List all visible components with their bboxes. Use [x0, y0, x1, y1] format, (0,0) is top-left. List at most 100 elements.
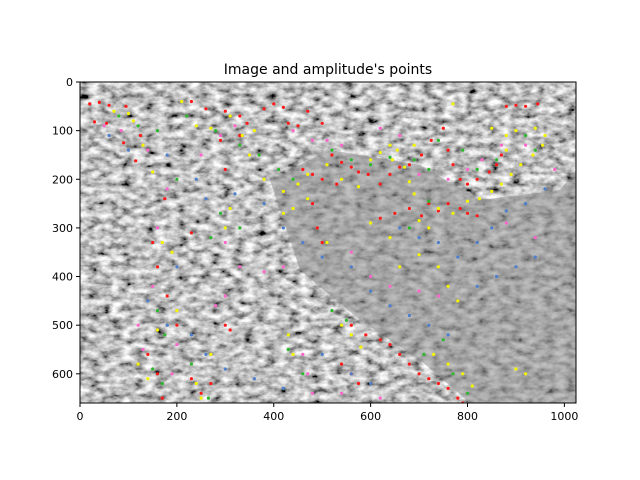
scatter-point [446, 177, 450, 181]
scatter-point [422, 352, 426, 356]
scatter-point [199, 396, 203, 400]
scatter-point [189, 333, 193, 337]
scatter-point [349, 372, 353, 376]
scatter-point [136, 362, 140, 366]
scatter-point [417, 289, 421, 293]
scatter-point [119, 129, 123, 133]
scatter-point [88, 102, 92, 106]
scatter-point [126, 148, 130, 152]
scatter-point [296, 182, 300, 186]
scatter-point [223, 226, 227, 230]
scatter-point [407, 362, 411, 366]
scatter-point [475, 284, 479, 288]
scatter-point [175, 265, 179, 269]
chart-title: Image and amplitude's points [224, 62, 432, 78]
scatter-point [117, 114, 121, 118]
scatter-point [388, 172, 392, 176]
scatter-point [436, 240, 440, 245]
scatter-point [417, 236, 421, 240]
scatter-point [141, 143, 145, 147]
scatter-point [495, 163, 499, 167]
scatter-point [281, 105, 285, 109]
scatter-point [340, 160, 344, 164]
scatter-marks [88, 99, 557, 403]
scatter-point [504, 221, 508, 225]
scatter-point [407, 206, 411, 211]
scatter-point [487, 170, 491, 174]
scatter-point [499, 143, 503, 147]
scatter-point [369, 289, 373, 293]
scatter-point [209, 236, 213, 240]
scatter-point [165, 187, 169, 191]
scatter-point [325, 163, 329, 167]
scatter-point [281, 189, 285, 193]
scatter-point [204, 352, 208, 356]
scatter-point [194, 124, 198, 128]
scatter-point [146, 352, 150, 356]
scatter-point [369, 158, 373, 162]
scatter-point [504, 209, 508, 213]
scatter-point [349, 165, 353, 169]
scatter-point [451, 211, 455, 215]
y-axis: 0 100 200 300 400 500 600 [52, 76, 80, 381]
scatter-point [533, 126, 537, 130]
scatter-point [417, 219, 421, 223]
scatter-point [233, 192, 237, 196]
x-axis: 0 200 400 600 800 1000 [77, 403, 578, 423]
scatter-point [315, 226, 319, 230]
y-tick-label: 0 [66, 76, 73, 89]
scatter-point [151, 240, 155, 245]
y-tick-label: 100 [52, 125, 73, 138]
scatter-point [223, 323, 227, 327]
scatter-point [325, 138, 329, 142]
scatter-point [461, 372, 465, 376]
scatter-point [369, 274, 373, 279]
scatter-point [393, 211, 397, 215]
scatter-point [160, 396, 164, 400]
scatter-point [390, 158, 394, 162]
scatter-point [105, 121, 109, 125]
scatter-point [395, 148, 399, 152]
scatter-point [419, 153, 424, 157]
scatter-point [209, 381, 213, 386]
scatter-point [262, 107, 266, 111]
scatter-point [480, 158, 484, 162]
scatter-point [398, 265, 402, 269]
scatter-point [320, 255, 324, 259]
scatter-point [458, 177, 462, 181]
scatter-point [151, 367, 155, 371]
scatter-point [451, 163, 455, 167]
scatter-point [436, 381, 440, 386]
scatter-point [306, 172, 310, 176]
scatter-point [306, 197, 310, 201]
scatter-point [429, 138, 433, 142]
scatter-point [262, 270, 266, 274]
scatter-point [155, 309, 160, 313]
scatter-point [531, 153, 535, 157]
scatter-point [97, 100, 101, 104]
scatter-point [126, 112, 130, 116]
scatter-point [402, 165, 407, 169]
y-tick-label: 400 [52, 271, 73, 284]
scatter-point [238, 133, 242, 138]
scatter-point [228, 206, 232, 211]
scatter-point [330, 153, 334, 157]
scatter-point [456, 255, 460, 259]
scatter-point [356, 185, 361, 189]
scatter-point [194, 381, 198, 386]
scatter-point [291, 352, 295, 356]
scatter-point [398, 133, 402, 138]
scatter-point [446, 284, 450, 288]
scatter-point [412, 192, 416, 196]
scatter-point [131, 119, 135, 123]
scatter-point [301, 372, 305, 376]
scatter-point [141, 347, 145, 352]
scatter-point [441, 338, 445, 342]
scatter-point [291, 206, 295, 211]
scatter-point [446, 386, 450, 390]
smooth-region [270, 150, 576, 403]
scatter-point [356, 170, 361, 174]
scatter-point [340, 391, 344, 395]
scatter-point [291, 177, 295, 181]
scatter-point [349, 323, 353, 327]
